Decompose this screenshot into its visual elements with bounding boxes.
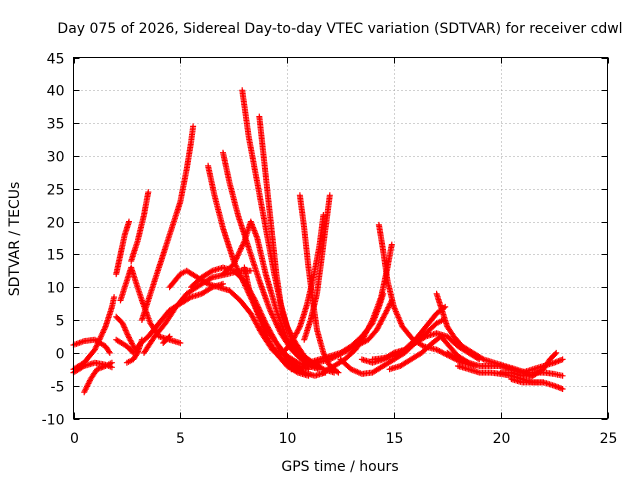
- data-series: [113, 313, 141, 356]
- plot-border: [73, 57, 608, 419]
- x-tick-label: 5: [176, 431, 185, 447]
- data-series: [241, 264, 312, 379]
- data-series: [70, 359, 115, 376]
- data-point: [419, 342, 426, 349]
- y-tick-label: 10: [47, 281, 65, 297]
- y-tick-label: 5: [56, 314, 65, 330]
- data-points: [70, 87, 566, 396]
- data-point: [271, 346, 278, 353]
- x-axis-title: GPS time / hours: [281, 459, 398, 475]
- x-tick-label: 20: [493, 431, 511, 447]
- data-point: [126, 218, 132, 225]
- data-point: [208, 275, 214, 282]
- chart-title: Day 075 of 2026, Sidereal Day-to-day VTE…: [57, 21, 622, 37]
- data-point: [479, 355, 486, 362]
- data-point: [108, 364, 115, 371]
- data-series: [433, 290, 530, 376]
- y-tick-label: 45: [47, 52, 65, 68]
- data-point: [165, 334, 172, 341]
- data-series: [113, 336, 137, 356]
- y-tick-label: 0: [56, 347, 65, 363]
- data-series: [369, 303, 449, 363]
- data-point: [319, 365, 326, 372]
- y-tick-label: 30: [47, 150, 65, 166]
- x-tick-label: 10: [279, 431, 297, 447]
- data-series: [301, 192, 333, 343]
- data-point: [247, 267, 254, 274]
- y-tick-label: 25: [47, 183, 65, 199]
- data-point: [334, 368, 341, 375]
- data-point: [106, 348, 112, 355]
- y-tick-label: -5: [51, 380, 65, 396]
- data-point: [553, 349, 560, 356]
- data-point: [208, 268, 214, 275]
- y-tick-label: 15: [47, 248, 65, 264]
- data-point: [111, 294, 118, 301]
- data-point: [177, 340, 184, 346]
- axes: 0 5 10 15 20 25 -10 -5 0 5 10 15 20 25 30 35 40 45: [42, 52, 618, 448]
- data-point: [301, 336, 308, 343]
- data-point: [552, 351, 559, 357]
- y-tick-label: 40: [47, 84, 65, 100]
- data-point: [559, 386, 566, 392]
- data-series: [113, 218, 132, 278]
- y-tick-label: 20: [47, 216, 65, 232]
- data-point: [321, 368, 328, 375]
- data-point: [145, 189, 152, 196]
- data-series: [529, 369, 566, 379]
- data-point: [190, 123, 197, 130]
- x-tick-label: 15: [386, 431, 404, 447]
- data-point: [305, 372, 312, 379]
- y-tick-label: -10: [42, 413, 65, 429]
- data-series: [138, 123, 197, 323]
- data-series: [70, 336, 113, 356]
- data-series: [128, 189, 152, 264]
- y-tick-label: 35: [47, 117, 65, 133]
- data-point: [106, 349, 113, 356]
- data-series: [508, 376, 566, 392]
- data-point: [335, 369, 342, 376]
- data-point: [166, 333, 173, 340]
- data-point: [320, 369, 327, 376]
- x-tick-label: 0: [70, 431, 79, 447]
- data-point: [79, 363, 86, 370]
- data-series: [70, 294, 118, 373]
- x-tick-label: 25: [600, 431, 618, 447]
- data-point: [129, 348, 136, 355]
- data-point: [559, 372, 566, 379]
- data-series: [256, 113, 338, 376]
- data-series: [160, 333, 173, 346]
- y-axis-title: SDTVAR / TECUs: [7, 182, 23, 297]
- data-point: [559, 356, 566, 363]
